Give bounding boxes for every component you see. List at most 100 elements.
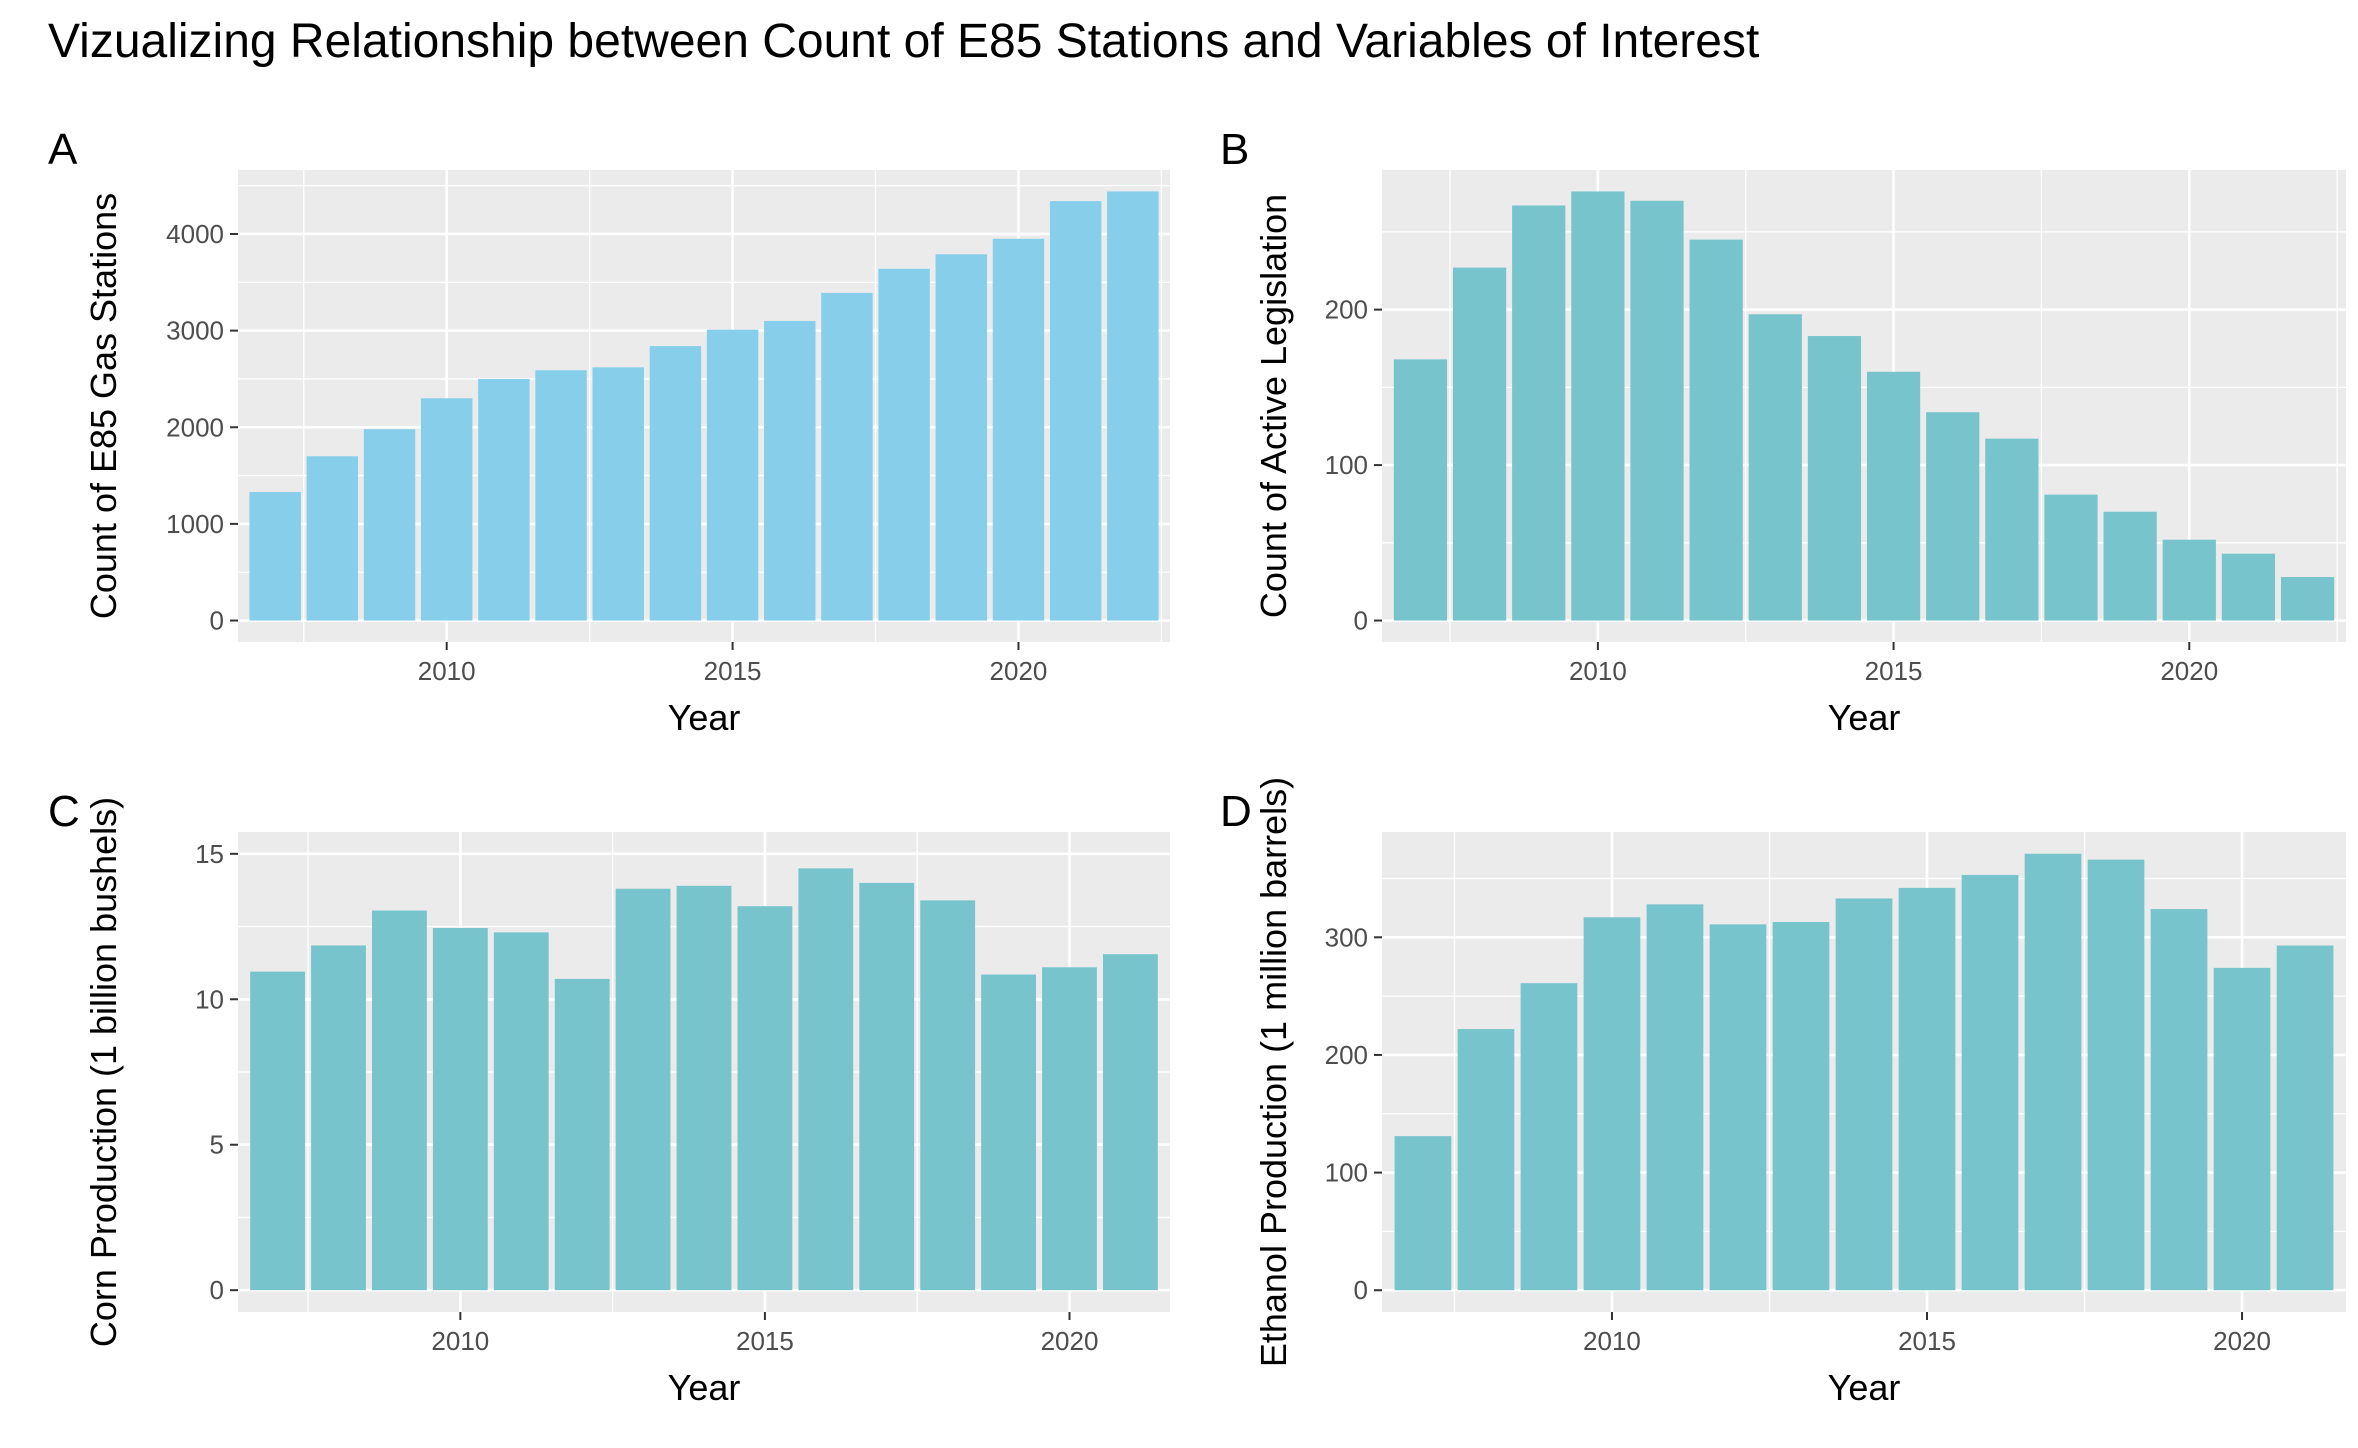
panel-c-bar-2017 (859, 882, 915, 1291)
panel-a-bar-2020 (992, 238, 1045, 621)
panel-c-x-axis-title: Year (668, 1367, 741, 1408)
panel-d-bar-2018 (2087, 859, 2145, 1291)
panel-c-y-tick-label: 10 (195, 984, 224, 1014)
panel-c-tag: C (48, 787, 80, 836)
panel-c-bar-2012 (554, 978, 610, 1291)
panel-d-bar-2010 (1583, 917, 1641, 1291)
panel-d-bar-2015 (1898, 887, 1956, 1291)
panel-d-bar-2009 (1520, 983, 1578, 1291)
panel-d-bar-2014 (1835, 898, 1893, 1291)
panel-a-bar-2019 (935, 254, 988, 621)
panel-d-bar-2017 (2024, 853, 2082, 1291)
panel-a-bar-2017 (821, 292, 873, 621)
panel-d-x-axis-title: Year (1828, 1367, 1901, 1408)
panel-c-bar-2008 (311, 945, 366, 1291)
panel-b-bar-2007 (1393, 359, 1448, 621)
panel-b-bar-2018 (2044, 494, 2098, 621)
panel-a-y-axis-title: Count of E85 Gas Stations (83, 193, 124, 619)
panel-c-y-tick-label: 15 (195, 839, 224, 869)
panel-d-x-tick-label: 2020 (2213, 1326, 2271, 1356)
panel-c-y-axis-title: Corn Production (1 billion bushels) (83, 797, 124, 1347)
panel-b-tag: B (1220, 125, 1249, 174)
panel-d-y-tick-label: 0 (1354, 1275, 1368, 1305)
panel-b-bar-2012 (1689, 239, 1743, 621)
panel-b-bar-2020 (2162, 539, 2216, 621)
panel-c-bar-2020 (1042, 967, 1097, 1291)
panel-d-tag: D (1220, 787, 1252, 836)
panel-a-y-tick-label: 0 (210, 606, 224, 636)
panel-c-bar-2013 (615, 888, 671, 1291)
panel-d-y-axis-title: Ethanol Production (1 million barrels) (1253, 777, 1294, 1367)
panel-b-bar-2011 (1630, 200, 1684, 621)
panel-c-bar-2011 (493, 932, 549, 1291)
panel-c-bar-2010 (432, 928, 488, 1291)
figure-title: Vizualizing Relationship between Count o… (48, 15, 1760, 68)
panel-a-bar-2008 (306, 456, 359, 621)
panel-a-bar-2014 (649, 346, 702, 621)
panel-c-bar-2009 (372, 910, 427, 1291)
panel-b-y-tick-label: 100 (1325, 450, 1368, 480)
panel-c-bar-2015 (737, 906, 793, 1291)
panel-b-y-axis-title: Count of Active Legislation (1253, 194, 1294, 618)
panel-a-x-tick-label: 2015 (704, 656, 762, 686)
panel-d-bar-2020 (2213, 967, 2271, 1291)
panel-b-x-axis-title: Year (1828, 697, 1901, 738)
panel-b-bar-2014 (1807, 336, 1862, 621)
panel-c-x-tick-label: 2010 (431, 1326, 489, 1356)
panel-d-x-tick-label: 2015 (1898, 1326, 1956, 1356)
panel-c-y-tick-label: 5 (210, 1130, 224, 1160)
panel-c-bar-2014 (676, 885, 732, 1291)
panel-c-bar-2007 (250, 971, 306, 1291)
panel-d-bar-2016 (1961, 874, 2019, 1291)
panel-d-y-tick-label: 100 (1325, 1158, 1368, 1188)
panel-a-bar-2011 (478, 378, 530, 621)
panel-b-bar-2021 (2221, 553, 2276, 621)
panel-a-x-tick-label: 2020 (990, 656, 1048, 686)
panel-d-bar-2007 (1394, 1136, 1452, 1291)
panel-a-y-tick-label: 3000 (166, 316, 224, 346)
panel-a-bar-2009 (363, 429, 416, 621)
panel-a-chart: 0 1000 2000 3000 4000 2010 2015 2020 Year Count o… (48, 125, 1170, 738)
panel-c-bar-2018 (920, 900, 976, 1291)
panel-d-bar-2021 (2276, 945, 2334, 1291)
panel-a-bar-2018 (878, 268, 930, 621)
panel-a-x-tick-label: 2010 (418, 656, 476, 686)
panel-b-x-tick-label: 2015 (1865, 656, 1923, 686)
panel-d-x-tick-label: 2010 (1583, 1326, 1641, 1356)
panel-a-bar-2016 (764, 320, 816, 621)
panel-b-x-tick-label: 2020 (2160, 656, 2218, 686)
panel-d-chart: 0 100 200 300 2010 2015 2020 Year Ethanol Produc… (1220, 777, 2346, 1408)
panel-c-y-tick-label: 0 (210, 1275, 224, 1305)
panel-b-bar-2008 (1452, 267, 1507, 621)
panel-c-chart: 0 5 10 15 2010 2015 2020 Year Corn Production (1… (48, 787, 1170, 1408)
panel-b-bar-2016 (1926, 412, 1980, 621)
panel-b-y-tick-label: 0 (1354, 606, 1368, 636)
panel-b-y-tick-label: 200 (1325, 295, 1368, 325)
panel-b-chart: 0 100 200 2010 2015 2020 Year Count of Active L… (1220, 125, 2346, 738)
panel-a-y-tick-label: 4000 (166, 219, 224, 249)
panel-b-x-tick-label: 2010 (1569, 656, 1627, 686)
panel-a-y-tick-label: 2000 (166, 412, 224, 442)
panel-b-bar-2022 (2280, 577, 2335, 621)
panel-a-bar-2010 (420, 398, 473, 621)
panel-b-bar-2015 (1866, 371, 1921, 621)
panel-c-x-tick-label: 2020 (1041, 1326, 1099, 1356)
panel-a-bar-2022 (1107, 191, 1159, 621)
panel-b-bar-2019 (2103, 511, 2157, 621)
panel-d-bar-2013 (1772, 922, 1830, 1291)
panel-b-bar-2009 (1512, 205, 1566, 621)
panel-c-bar-2019 (981, 974, 1036, 1291)
panel-c-x-tick-label: 2015 (736, 1326, 794, 1356)
panel-a-y-tick-label: 1000 (166, 509, 224, 539)
panel-d-y-tick-label: 300 (1325, 922, 1368, 952)
panel-a-tag: A (48, 125, 78, 174)
panel-b-bar-2010 (1571, 191, 1625, 621)
panel-a-bar-2012 (535, 370, 587, 621)
panel-c-bar-2021 (1102, 954, 1158, 1291)
panel-d-bar-2019 (2150, 909, 2208, 1291)
panel-a-x-axis-title: Year (668, 697, 741, 738)
panel-c-bar-2016 (798, 868, 854, 1291)
panel-a-bar-2021 (1049, 201, 1102, 621)
panel-d-bar-2011 (1646, 904, 1704, 1291)
panel-a-bar-2013 (592, 367, 644, 621)
